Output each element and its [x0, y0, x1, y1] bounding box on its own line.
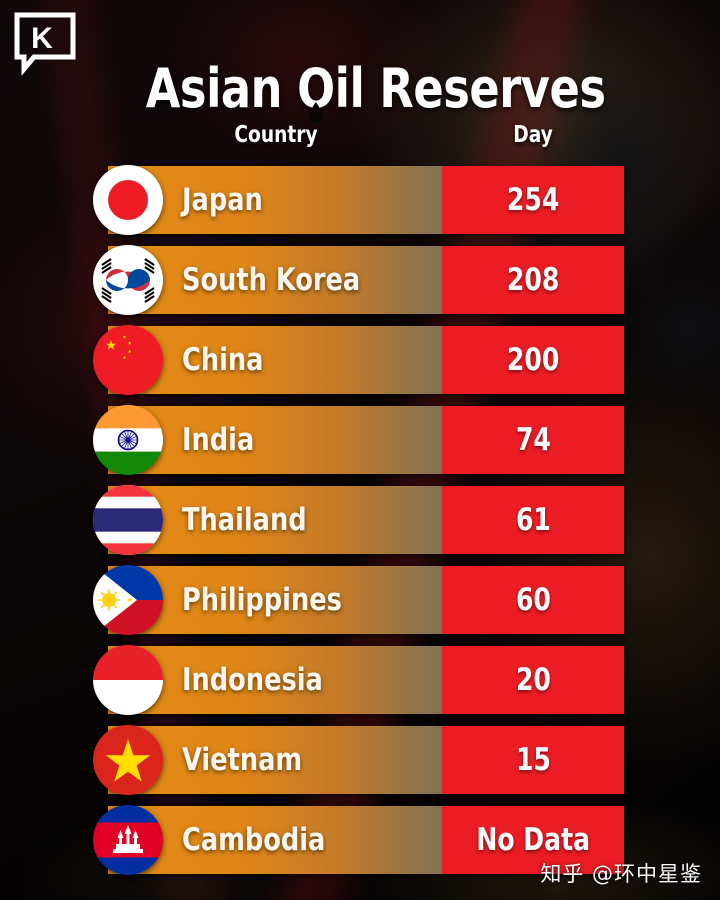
table-row: Philippines 60: [0, 565, 720, 635]
table-row: China 200: [0, 325, 720, 395]
table-row: India 74: [0, 405, 720, 475]
country-label: Cambodia: [182, 822, 326, 858]
ranking-list: Japan 254 South Korea 208: [0, 165, 720, 886]
flag-thailand: [93, 485, 163, 555]
svg-text:K: K: [31, 22, 53, 55]
value-panel: 200: [442, 326, 624, 394]
value-label: 74: [515, 422, 551, 458]
table-row: South Korea 208: [0, 245, 720, 315]
watermark: 知乎 @环中星鉴: [540, 862, 702, 886]
flag-india: [93, 405, 163, 475]
value-label: 200: [506, 342, 560, 378]
oil-drop-icon: [308, 78, 323, 124]
flag-vietnam: [93, 725, 163, 795]
value-label: 15: [515, 742, 551, 778]
value-panel: 74: [442, 406, 624, 474]
value-label: 208: [506, 262, 560, 298]
value-label: 254: [506, 182, 560, 218]
table-row: Cambodia No Data: [0, 805, 720, 875]
country-label: Thailand: [182, 502, 307, 538]
country-label: South Korea: [182, 262, 361, 298]
country-label: Vietnam: [182, 742, 303, 778]
table-row: Vietnam 15: [0, 725, 720, 795]
title-text-before: Asian: [145, 57, 298, 121]
country-label: Philippines: [182, 582, 342, 618]
title-text-after: il Reserves: [334, 57, 606, 121]
title-letter-o: O: [297, 62, 335, 124]
value-panel: No Data: [442, 806, 624, 874]
value-label: 20: [515, 662, 551, 698]
value-label: 61: [515, 502, 551, 538]
country-label: India: [182, 422, 255, 458]
speech-bubble-logo: K: [14, 12, 76, 76]
value-panel: 60: [442, 566, 624, 634]
flag-cambodia: [93, 805, 163, 875]
country-label: China: [182, 342, 264, 378]
value-label: 60: [515, 582, 551, 618]
value-panel: 20: [442, 646, 624, 714]
flag-indonesia: [93, 645, 163, 715]
value-panel: 208: [442, 246, 624, 314]
flag-japan: [93, 165, 163, 235]
table-row: Japan 254: [0, 165, 720, 235]
flag-china: [93, 325, 163, 395]
country-label: Japan: [182, 182, 263, 218]
value-panel: 254: [442, 166, 624, 234]
table-row: Thailand 61: [0, 485, 720, 555]
flag-philippines: [93, 565, 163, 635]
value-label: No Data: [476, 822, 590, 858]
value-panel: 61: [442, 486, 624, 554]
column-header-country: Country: [234, 122, 318, 148]
value-panel: 15: [442, 726, 624, 794]
country-label: Indonesia: [182, 662, 323, 698]
table-row: Indonesia 20: [0, 645, 720, 715]
flag-south-korea: [93, 245, 163, 315]
column-header-day: Day: [513, 122, 553, 148]
